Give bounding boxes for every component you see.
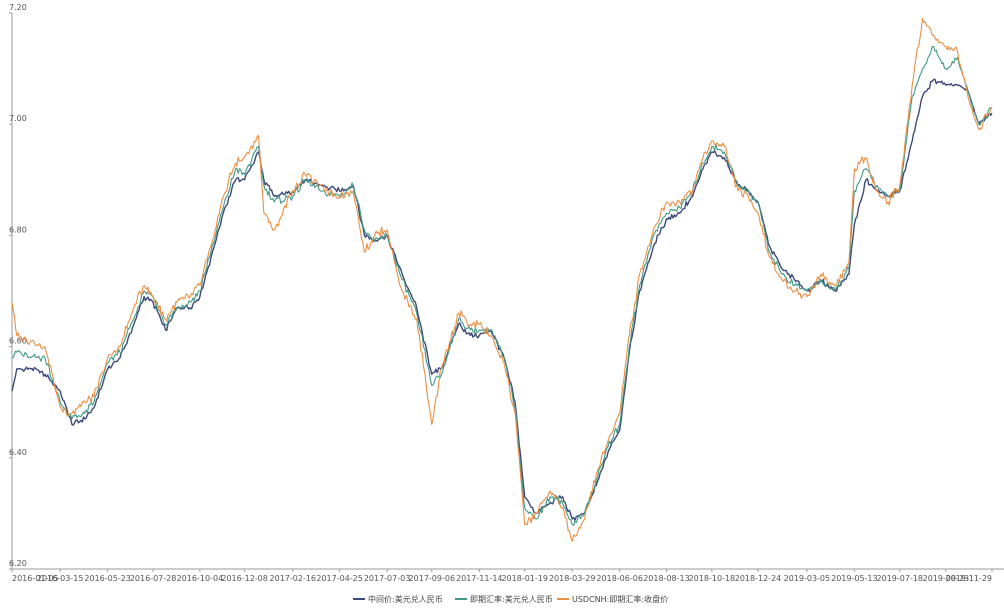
x-tick-label: 2018-01-19 [501, 574, 548, 583]
plot-area: 6.206.406.606.807.007.20 2016-01-052016-… [9, 3, 1004, 583]
x-tick-label: 2016-07-28 [130, 574, 177, 583]
legend-label: 即期汇率:美元兑人民币 [470, 594, 553, 604]
series-line-2 [11, 45, 993, 526]
legend-label: USDCNH:即期汇率:收盘价 [572, 594, 668, 604]
x-tick-label: 2018-08-13 [643, 574, 690, 583]
x-tick-label: 2016-01-05 [12, 574, 59, 583]
x-tick-label: 2018-03-29 [549, 574, 596, 583]
legend: 中间价:美元兑人民币 即期汇率:美元兑人民币 USDCNH:即期汇率:收盘价 [353, 594, 668, 604]
x-tick-label: 2019-09-23 [923, 574, 970, 583]
y-tick-label: 7.00 [9, 114, 27, 123]
y-tick-label: 7.20 [9, 3, 27, 12]
y-tick-label: 6.60 [9, 337, 27, 346]
y-tick-label: 6.20 [9, 559, 27, 568]
x-tick-label: 2019-07-18 [877, 574, 924, 583]
y-tick-label: 6.80 [9, 225, 27, 234]
x-tick-label: 2016-03-15 [37, 574, 84, 583]
x-tick-label: 2018-06-06 [596, 574, 643, 583]
x-tick-label: 2017-11-14 [456, 574, 503, 583]
x-tick-label: 2019-11-29 [946, 574, 993, 583]
series-line-3 [11, 18, 993, 542]
x-tick-label: 2016-05-23 [84, 574, 131, 583]
x-tick-label: 2019-03-05 [784, 574, 831, 583]
series-lines [11, 18, 993, 542]
y-tick-label: 6.40 [9, 448, 27, 457]
x-tick-label: 2018-10-18 [689, 574, 736, 583]
x-tick-label: 2017-07-03 [364, 574, 411, 583]
x-tick-label: 2017-09-06 [409, 574, 456, 583]
x-tick-label: 2016-10-04 [177, 574, 224, 583]
x-tick-label: 2017-04-25 [316, 574, 363, 583]
x-tick-label: 2016-12-08 [221, 574, 268, 583]
x-tick-label: 2017-02-16 [270, 574, 317, 583]
y-axis-ticks: 6.20 6.40 6.60 6.80 7.00 7.20 [9, 3, 27, 570]
x-tick-label: 2018-12-24 [735, 574, 782, 583]
legend-label: 中间价:美元兑人民币 [368, 594, 443, 604]
series-line-1 [11, 78, 993, 521]
x-tick-label: 2019-05-13 [831, 574, 878, 583]
